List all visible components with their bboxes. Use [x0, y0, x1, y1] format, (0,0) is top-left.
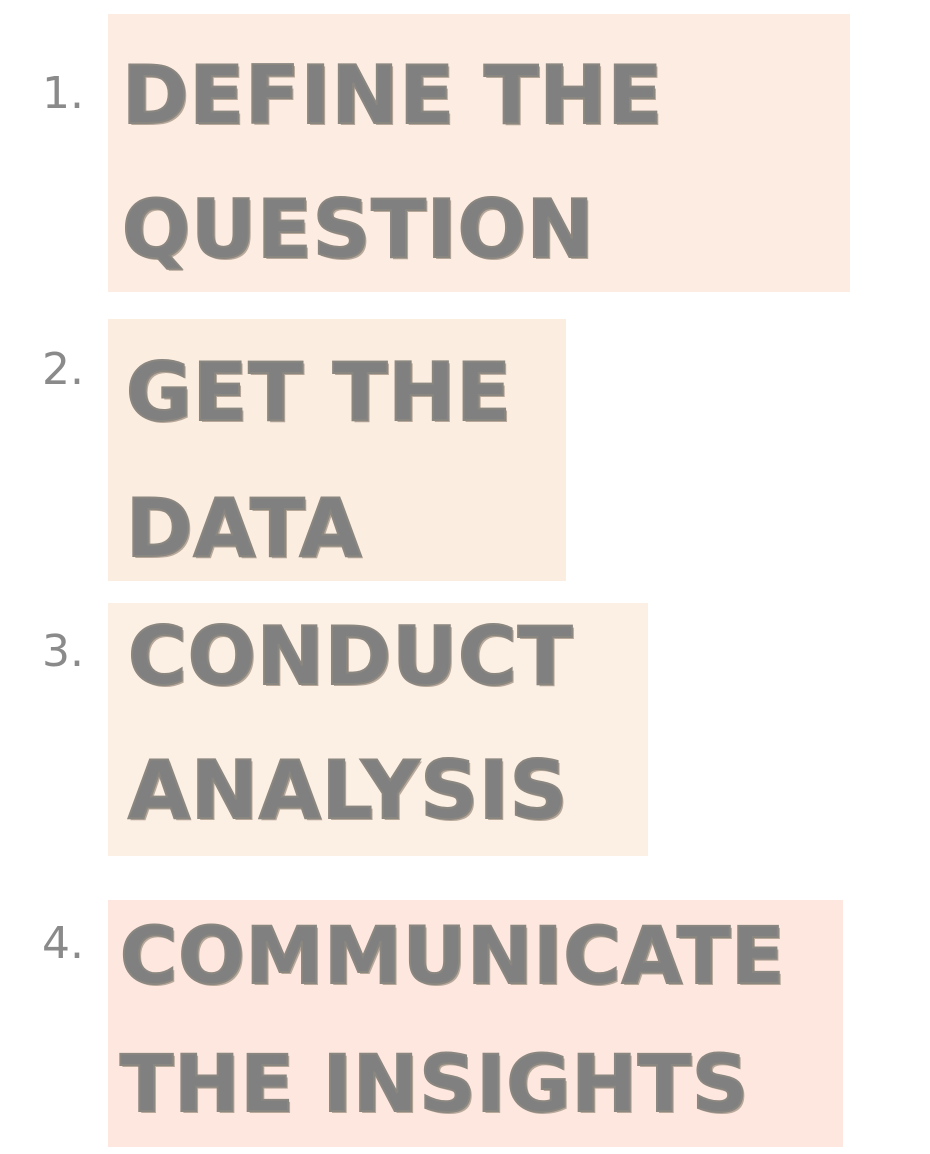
- step-number: 3.: [42, 626, 84, 677]
- step-highlight-box: CONDUCT ANALYSIS: [108, 603, 648, 856]
- step-title-line-1: CONDUCT: [127, 610, 574, 703]
- step-highlight-box: GET THE DATA: [108, 319, 566, 581]
- step-title-line-2: QUESTION: [121, 183, 595, 276]
- step-number: 1.: [42, 68, 84, 119]
- step-number: 4.: [42, 918, 84, 969]
- step-title-line-1: DEFINE THE: [121, 49, 664, 142]
- step-title-line-2: DATA: [125, 482, 363, 575]
- step-title-line-2: THE INSIGHTS: [119, 1040, 750, 1130]
- step-number: 2.: [42, 344, 84, 395]
- step-highlight-box: COMMUNICATE THE INSIGHTS: [108, 900, 843, 1147]
- step-highlight-box: DEFINE THE QUESTION: [108, 14, 850, 292]
- step-title-line-1: GET THE: [125, 346, 512, 439]
- step-title-line-2: ANALYSIS: [127, 744, 569, 837]
- step-title-line-1: COMMUNICATE: [119, 912, 786, 1002]
